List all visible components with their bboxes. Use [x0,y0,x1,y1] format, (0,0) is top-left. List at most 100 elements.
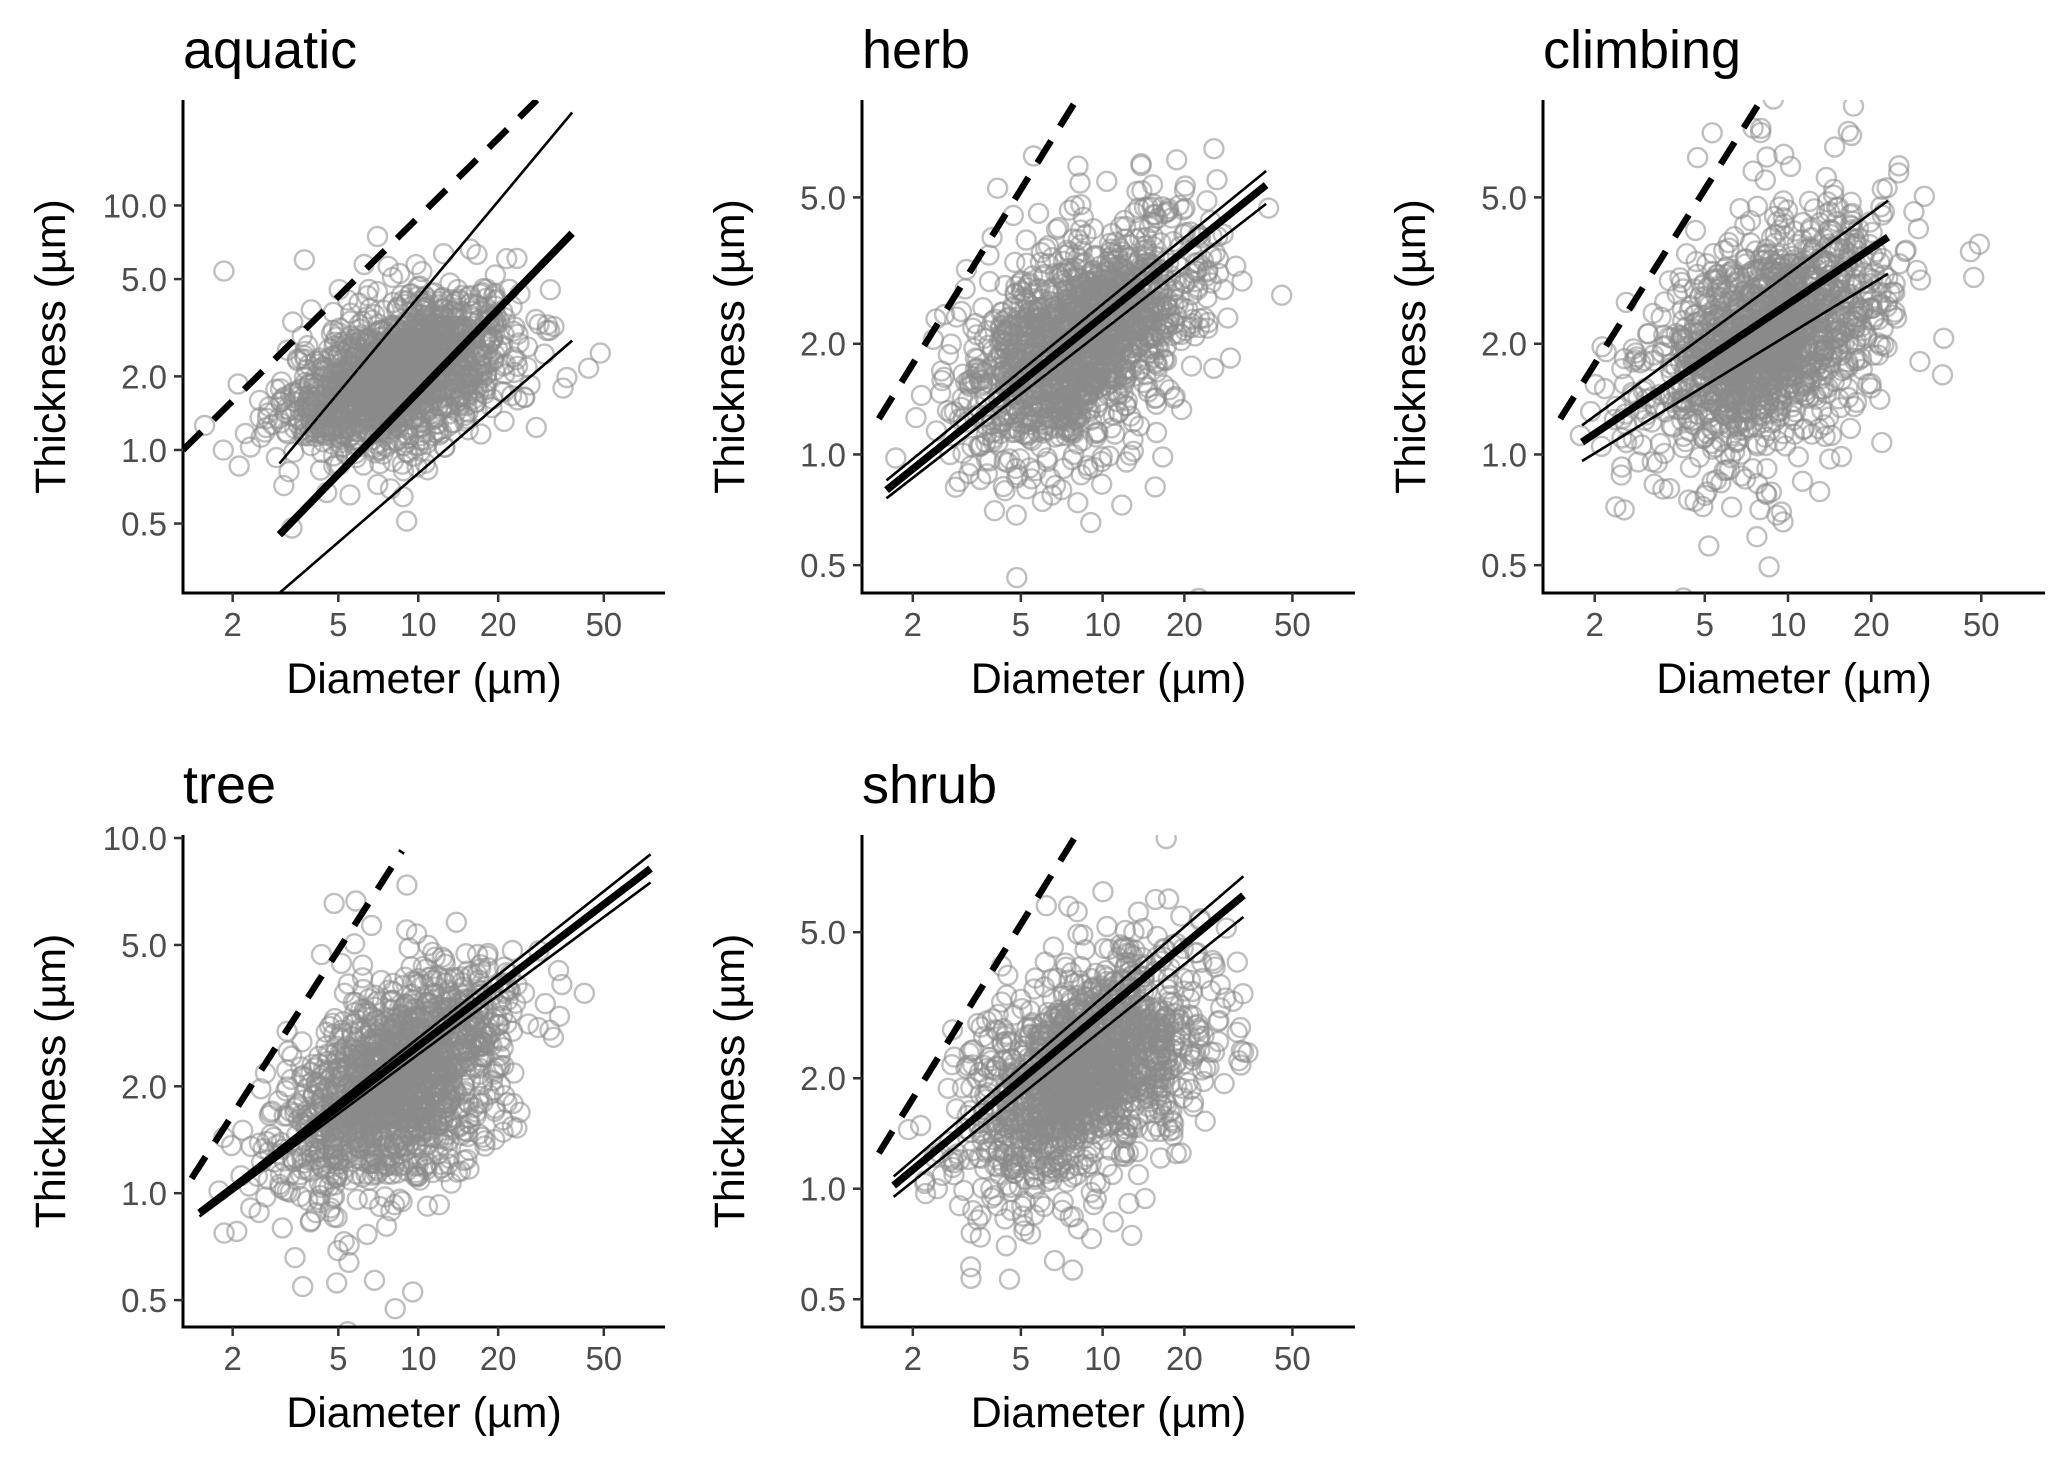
scatter-point [1818,448,1841,470]
scatter-point [1734,468,1757,490]
scatter-point [1096,170,1118,193]
confidence-line [278,339,574,593]
scatter-point [1735,295,1758,318]
scatter-point [1584,373,1606,396]
scatter-point [1004,251,1026,273]
scatter-point [385,360,407,382]
scatter-point [1830,445,1853,468]
scatter-point [1837,354,1860,377]
scatter-point [1769,219,1791,241]
scatter-point [1142,236,1165,258]
scatter-point [1650,306,1672,328]
scatter-point [430,422,453,444]
scatter-point [345,447,367,469]
scatter-point [1869,388,1891,410]
scatter-point [1895,239,1917,261]
scatter-point [1660,353,1683,375]
scatter-point [1144,476,1166,498]
scatter-point [1932,327,1955,349]
scatter-point [1089,255,1111,277]
scatter-point [352,404,374,427]
scatter-point [1157,252,1180,274]
scatter-point [1772,511,1794,533]
scatter-point [1671,388,1694,410]
scatter-point [1871,178,1894,201]
scatter-point [501,939,524,962]
scatter-point [1718,458,1741,481]
scatter-point [1137,337,1159,359]
scatter-point [1847,349,1870,372]
scatter-point [239,436,262,458]
scatter-point [1180,355,1203,377]
scatter-point [1591,336,1613,358]
scatter-point [1815,166,1838,189]
scatter-point [1047,216,1070,239]
scatter-point [1776,199,1799,221]
scatter-point [1058,199,1081,221]
scatter-point [1070,464,1092,486]
scatter-point [1217,307,1239,329]
scatter-point [353,390,376,412]
scatter-point [1739,209,1762,232]
scatter-point [1122,440,1145,462]
scatter-point [1756,146,1778,168]
scatter-point [1610,464,1632,486]
scatter-point [1860,297,1883,320]
scatter-point [1674,399,1697,421]
scatter-point [1839,417,1862,440]
scatter-point [1797,296,1820,319]
scatter-point [1931,364,1954,386]
scatter-point [1800,355,1822,377]
scatter-point [1090,473,1113,495]
reference-dashed-line [1557,100,1764,421]
scatter-point [1867,332,1890,354]
scatter-point [1231,270,1253,292]
x-tick-label: 10 [1084,606,1121,643]
scatter-point [1750,117,1772,140]
scatter-point [1724,358,1747,380]
scatter-point [1686,146,1709,169]
x-tick-label: 2 [1586,606,1604,643]
scatter-point [415,297,437,319]
scatter-point [1165,149,1188,171]
scatter-point [1016,478,1038,500]
scatter-point [193,414,216,437]
scatter-point [1862,269,1884,291]
scatter-point [1725,430,1748,452]
scatter-point [1152,309,1175,332]
scatter-point [1061,297,1083,319]
scatter-point [1114,215,1137,238]
scatter-point [1817,406,1840,428]
scatter-point [1793,238,1815,261]
y-tick-label: 10.0 [103,187,167,224]
scatter-point [1100,417,1123,439]
scatter-point [1709,274,1732,296]
x-tick-label: 20 [480,606,517,643]
scatter-point [1030,241,1052,264]
scatter-point [1671,410,1693,432]
scatter-point [910,384,933,407]
scatter-point [1795,351,1818,373]
scatter-point [381,266,404,289]
scatter-point [993,450,1015,472]
scatter-point [1837,120,1860,143]
scatter-point [1091,446,1113,468]
scatter-point [227,373,249,395]
scatter-point [1031,490,1054,513]
panel-aquatic: 2 5 10 20 500.51.02.05.010.0aquaticDiameter … [27,20,665,703]
scatter-point [1054,409,1076,432]
scatter-point [1120,359,1142,381]
scatter-point [1637,322,1660,345]
scatter-point [408,319,430,341]
y-tick-label: 5.0 [121,261,167,298]
scatter-point [1170,398,1193,421]
scatter-point [1873,264,1895,286]
scatter-point [1730,465,1753,487]
scatter-point [885,447,907,469]
scatter-point [1959,240,1982,263]
scatter-point [1038,279,1060,301]
scatter-point [1006,348,1029,370]
fit-line [1579,233,1891,446]
plot-area [183,100,611,593]
scatter-point [1860,372,1882,395]
